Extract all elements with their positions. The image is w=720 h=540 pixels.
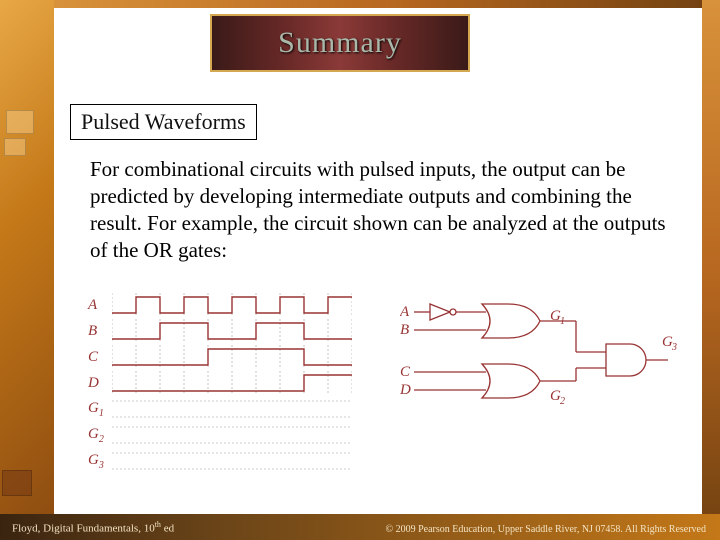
waveform-trace — [112, 293, 352, 317]
waveform-trace — [112, 371, 352, 395]
waveform-label: D — [88, 375, 112, 392]
deco-square — [4, 138, 26, 156]
border-top-deco — [54, 0, 720, 8]
waveform-trace — [112, 345, 352, 369]
waveform-label: G1 — [88, 400, 112, 419]
waveform-row-blank: G2 — [88, 422, 358, 448]
title-banner: Summary — [210, 14, 470, 72]
waveform-row-blank: G1 — [88, 396, 358, 422]
slide: Summary Pulsed Waveforms For combination… — [0, 0, 720, 540]
deco-square — [6, 110, 34, 134]
waveform-label: A — [88, 297, 112, 314]
waveform-row: D — [88, 370, 358, 396]
or-gate-g1 — [482, 304, 540, 338]
waveform-trace — [112, 319, 352, 343]
waveform-label: C — [88, 349, 112, 366]
section-label: Pulsed Waveforms — [70, 104, 257, 140]
gate-label-g3-sub: 3 — [671, 342, 677, 353]
footer-left: Floyd, Digital Fundamentals, 10th ed — [12, 520, 174, 535]
input-label-b: B — [400, 322, 409, 338]
deco-square — [2, 470, 32, 496]
border-left-deco — [0, 0, 54, 540]
body-text: For combinational circuits with pulsed i… — [90, 156, 670, 264]
footer-right: © 2009 Pearson Education, Upper Saddle R… — [386, 524, 707, 535]
circuit-diagram: A B G1 C D G2 G3 — [400, 296, 690, 436]
waveform-label: G2 — [88, 426, 112, 445]
waveform-blank — [112, 423, 352, 447]
input-label-c: C — [400, 364, 411, 380]
input-label-a: A — [400, 304, 410, 320]
waveform-row: C — [88, 344, 358, 370]
waveform-label: B — [88, 323, 112, 340]
border-right-deco — [702, 0, 720, 540]
waveform-row: B — [88, 318, 358, 344]
waveform-label: G3 — [88, 452, 112, 471]
and-gate-g3 — [606, 344, 646, 376]
waveform-blank — [112, 397, 352, 421]
waveform-blank — [112, 449, 352, 473]
waveform-row-blank: G3 — [88, 448, 358, 474]
input-label-d: D — [400, 382, 411, 398]
or-gate-g2 — [482, 364, 540, 398]
waveform-row: A — [88, 292, 358, 318]
waveform-panel: A B C D G1 G2 — [88, 292, 358, 474]
slide-title: Summary — [278, 26, 402, 60]
gate-label-g2-sub: 2 — [560, 396, 565, 407]
